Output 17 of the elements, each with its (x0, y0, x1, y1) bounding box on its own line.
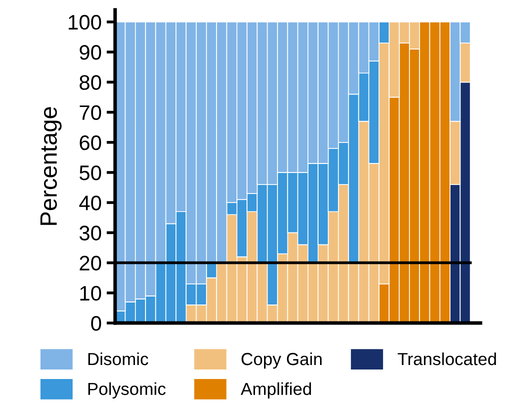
legend-label: Amplified (240, 382, 311, 399)
y-tick-label: 10 (80, 286, 102, 301)
y-tick-label: 0 (91, 316, 102, 331)
y-tick-label: 80 (80, 75, 102, 90)
y-axis-title: Percentage (40, 107, 62, 225)
y-tick-label: 100 (68, 14, 102, 30)
y-tick-label: 40 (79, 196, 102, 210)
y-tick-label: 50 (80, 165, 102, 180)
y-tick-label: 90 (80, 45, 102, 60)
y-tick-label: 60 (80, 135, 102, 150)
legend-label: Polysomic (88, 382, 166, 399)
y-tick-label: 70 (80, 105, 102, 120)
y-tick-label: 20 (80, 256, 102, 271)
legend-label: Copy Gain (242, 352, 322, 369)
y-tick-label: 30 (80, 226, 102, 240)
legend-label: Translocated (398, 352, 496, 366)
legend-label: Disomic (88, 352, 148, 366)
